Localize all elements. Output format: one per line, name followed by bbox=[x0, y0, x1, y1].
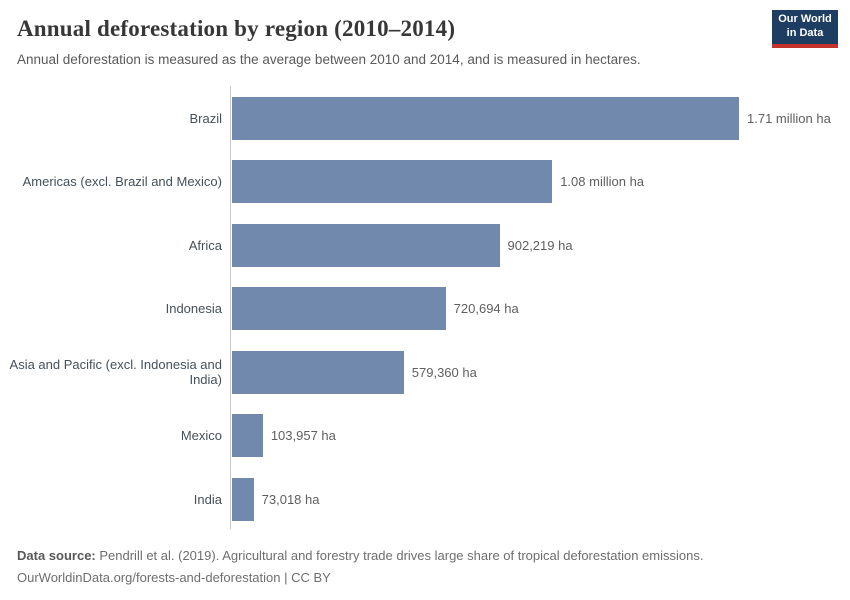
value-label: 902,219 ha bbox=[507, 237, 573, 253]
owid-logo-line1: Our World bbox=[778, 13, 832, 26]
bar-zone: 73,018 ha bbox=[231, 477, 850, 521]
source-text: Pendrill et al. (2019). Agricultural and… bbox=[95, 547, 704, 563]
bar[interactable] bbox=[232, 96, 739, 140]
owid-logo-text: Our World in Data bbox=[778, 13, 832, 41]
y-axis-line bbox=[230, 85, 231, 529]
category-label: Asia and Pacific (excl. Indonesia and In… bbox=[9, 356, 222, 388]
source-line: Data source: Pendrill et al. (2019). Agr… bbox=[17, 545, 833, 567]
category-label: Americas (excl. Brazil and Mexico) bbox=[22, 174, 222, 189]
bar-rows: Brazil 1.71 million ha Americas (excl. B… bbox=[0, 87, 850, 532]
chart-footer: Data source: Pendrill et al. (2019). Agr… bbox=[17, 545, 833, 589]
bar-zone: 1.08 million ha bbox=[231, 160, 850, 204]
value-label: 73,018 ha bbox=[261, 491, 320, 507]
bar-row: Africa 902,219 ha bbox=[0, 214, 850, 278]
bar[interactable] bbox=[232, 223, 500, 267]
source-label: Data source: bbox=[17, 547, 96, 563]
chart-header: Annual deforestation by region (2010–201… bbox=[0, 0, 850, 69]
bar[interactable] bbox=[232, 414, 263, 458]
bar-zone: 902,219 ha bbox=[231, 223, 850, 267]
bar[interactable] bbox=[232, 477, 254, 521]
category-label: India bbox=[193, 491, 222, 507]
footer-link[interactable]: OurWorldinData.org/forests-and-deforesta… bbox=[17, 569, 331, 585]
value-label: 1.08 million ha bbox=[560, 174, 645, 190]
bar-zone: 579,360 ha bbox=[231, 350, 850, 394]
value-label: 103,957 ha bbox=[270, 428, 336, 444]
value-label: 579,360 ha bbox=[411, 364, 477, 380]
owid-logo-line2: in Data bbox=[786, 27, 824, 39]
category-label: Indonesia bbox=[165, 301, 222, 316]
bar-chart: Brazil 1.71 million ha Americas (excl. B… bbox=[0, 85, 850, 532]
owid-logo[interactable]: Our World in Data bbox=[772, 10, 838, 48]
value-label: 1.71 million ha bbox=[747, 110, 831, 126]
bar-row: Mexico 103,957 ha bbox=[0, 404, 850, 468]
category-label: Brazil bbox=[189, 110, 222, 126]
value-label: 720,694 ha bbox=[453, 301, 519, 317]
chart-title: Annual deforestation by region (2010–201… bbox=[17, 16, 456, 41]
category-label: Mexico bbox=[180, 428, 222, 443]
bar-row: India 73,018 ha bbox=[0, 468, 850, 532]
bar-zone: 1.71 million ha bbox=[231, 96, 850, 140]
bar-row: Americas (excl. Brazil and Mexico) 1.08 … bbox=[0, 150, 850, 214]
bar[interactable] bbox=[232, 287, 446, 331]
bar-zone: 720,694 ha bbox=[231, 287, 850, 331]
category-label: Africa bbox=[188, 237, 222, 253]
bar-row: Brazil 1.71 million ha bbox=[0, 87, 850, 151]
bar-zone: 103,957 ha bbox=[231, 414, 850, 458]
bar-row: Indonesia 720,694 ha bbox=[0, 277, 850, 341]
bar[interactable] bbox=[232, 160, 553, 204]
bar[interactable] bbox=[232, 350, 404, 394]
chart-subtitle: Annual deforestation is measured as the … bbox=[17, 52, 641, 67]
bar-row: Asia and Pacific (excl. Indonesia and In… bbox=[0, 341, 850, 405]
